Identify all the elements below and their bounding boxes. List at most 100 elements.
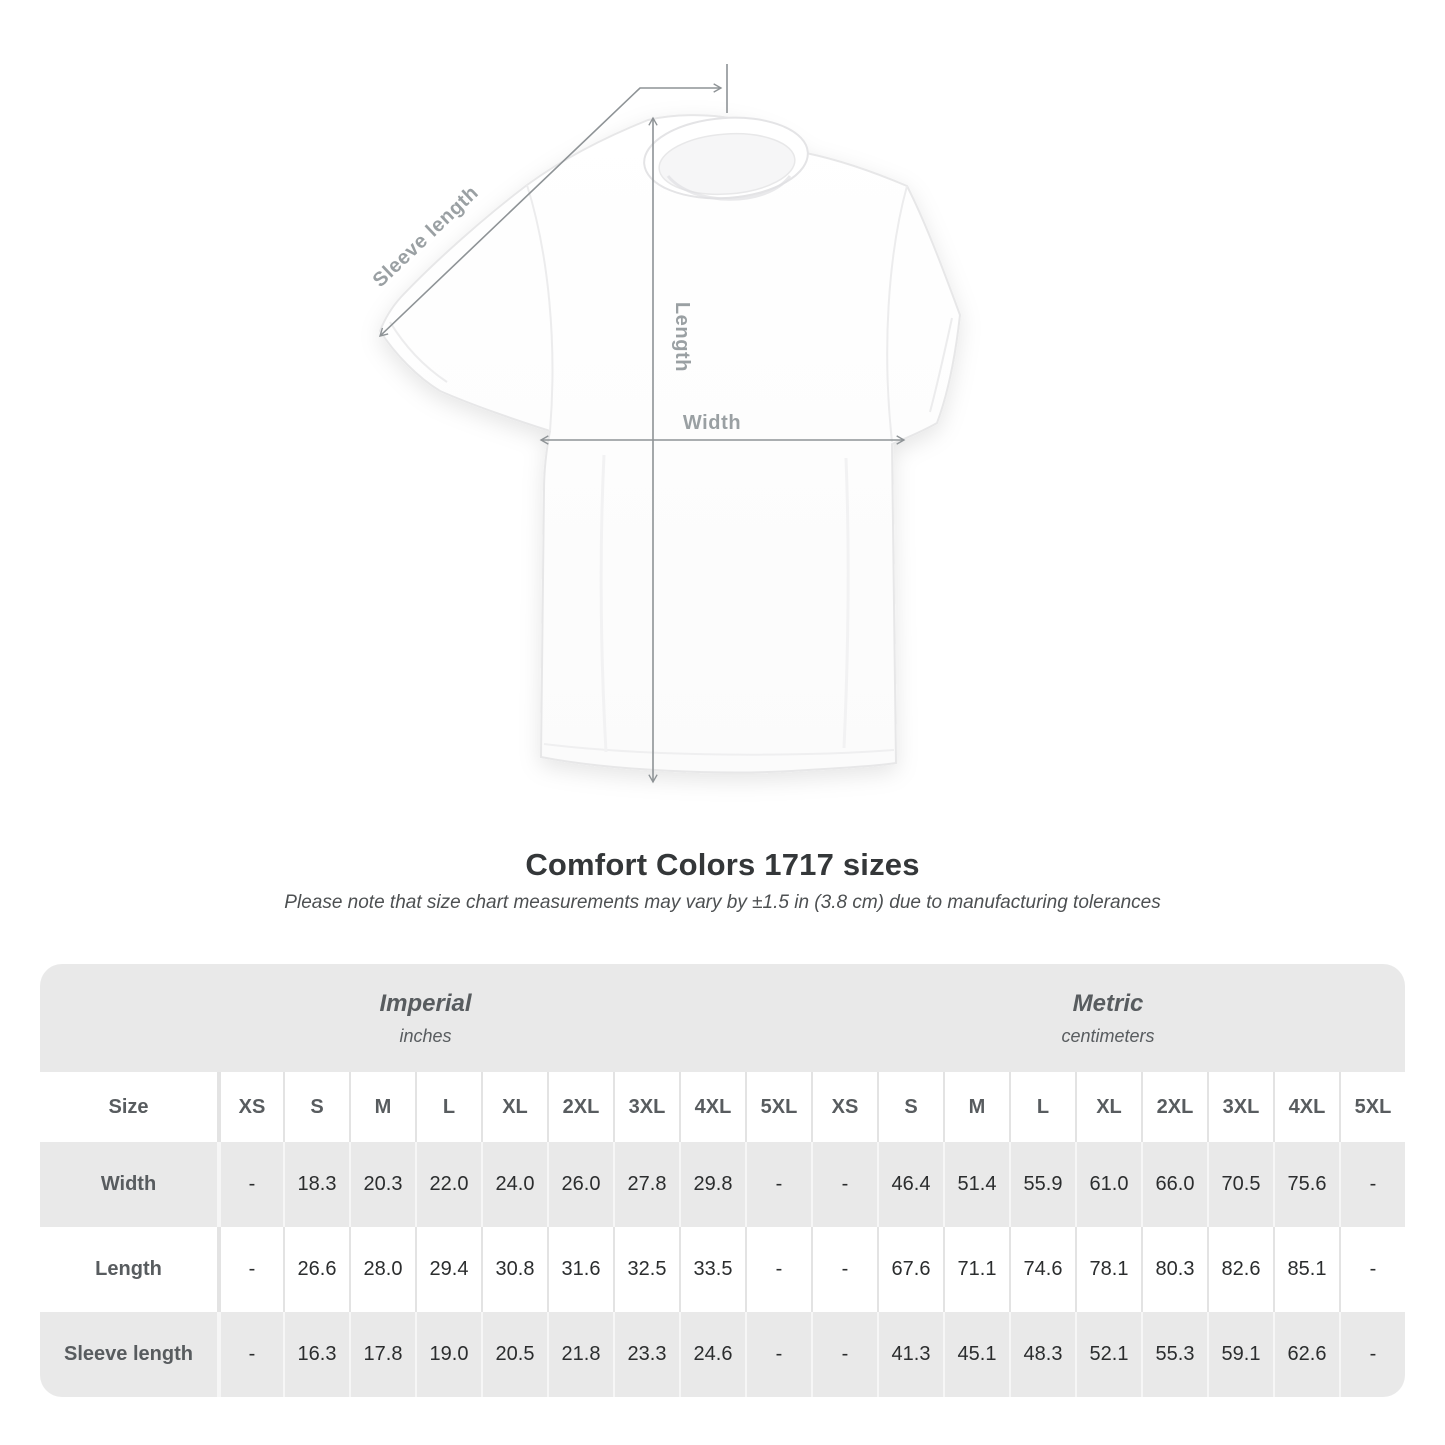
imperial-header: Imperial inches [40,964,811,1072]
metric-value: 66.0 [1141,1142,1207,1227]
size-header-metric-m: M [943,1072,1009,1142]
page-title: Comfort Colors 1717 sizes [525,847,920,882]
imperial-value: 26.6 [283,1227,349,1312]
imperial-value: 17.8 [349,1312,415,1397]
measurement-row: Length -26.6 28.0 29.4 30.8 31.6 32.5 33.5- -67.… [40,1227,1405,1312]
metric-value: 59.1 [1207,1312,1273,1397]
metric-value: 70.5 [1207,1142,1273,1227]
imperial-value: 19.0 [415,1312,481,1397]
measurement-row: Width -18.3 20.3 22.0 24.0 26.0 27.8 29.8- -46.4… [40,1142,1405,1227]
imperial-label: Imperial [379,989,472,1017]
size-header-metric-3xl: 3XL [1207,1072,1273,1142]
length-label: Length [671,302,693,372]
size-header-cell: Size [40,1072,217,1142]
imperial-value: - [745,1142,811,1227]
row-label: Length [40,1227,217,1312]
sleeve-length-arrow [378,83,723,337]
size-header-imperial-xl: XL [481,1072,547,1142]
size-header-metric-2xl: 2XL [1141,1072,1207,1142]
imperial-value: 22.0 [415,1142,481,1227]
width-label: Width [683,412,741,434]
metric-value: 55.9 [1009,1142,1075,1227]
metric-value: 82.6 [1207,1227,1273,1312]
imperial-sublabel: inches [399,1025,452,1046]
metric-value: - [811,1227,877,1312]
row-label: Width [40,1142,217,1227]
tshirt-body [378,114,962,774]
imperial-value: 18.3 [283,1142,349,1227]
right-armhole-seam [886,185,908,443]
imperial-value: - [217,1142,283,1227]
imperial-value: 24.6 [679,1312,745,1397]
imperial-value: 21.8 [547,1312,613,1397]
measurement-row: Sleeve length -16.3 17.8 19.0 20.5 21.8 23.3 24… [40,1312,1405,1397]
metric-value: - [811,1142,877,1227]
imperial-value: 32.5 [613,1227,679,1312]
size-header-metric-5xl: 5XL [1339,1072,1405,1142]
hem-stitch [543,743,895,756]
imperial-value: 31.6 [547,1227,613,1312]
metric-value: 75.6 [1273,1142,1339,1227]
imperial-value: 16.3 [283,1312,349,1397]
imperial-value: - [745,1312,811,1397]
size-header-imperial-5xl: 5XL [745,1072,811,1142]
imperial-value: 20.5 [481,1312,547,1397]
metric-value: 52.1 [1075,1312,1141,1397]
size-header-imperial-m: M [349,1072,415,1142]
metric-value: 67.6 [877,1227,943,1312]
imperial-value: 29.4 [415,1227,481,1312]
metric-value: 48.3 [1009,1312,1075,1397]
metric-value: 46.4 [877,1142,943,1227]
metric-header: Metric centimeters [811,964,1405,1072]
imperial-value: 23.3 [613,1312,679,1397]
right-cuff-stitch [929,317,953,413]
metric-value: - [811,1312,877,1397]
size-header-metric-xs: XS [811,1072,877,1142]
imperial-value: 28.0 [349,1227,415,1312]
imperial-value: 24.0 [481,1142,547,1227]
size-tolerance-note: Please note that size chart measurements… [284,892,1161,913]
size-header-imperial-xs: XS [217,1072,283,1142]
metric-value: 78.1 [1075,1227,1141,1312]
metric-value: 45.1 [943,1312,1009,1397]
metric-label: Metric [1072,989,1144,1017]
metric-value: 51.4 [943,1142,1009,1227]
size-header-imperial-3xl: 3XL [613,1072,679,1142]
metric-value: - [1339,1142,1405,1227]
metric-value: 71.1 [943,1227,1009,1312]
imperial-value: - [217,1227,283,1312]
metric-value: 74.6 [1009,1227,1075,1312]
row-label: Sleeve length [40,1312,217,1397]
size-header-imperial-s: S [283,1072,349,1142]
size-header-metric-4xl: 4XL [1273,1072,1339,1142]
metric-value: 55.3 [1141,1312,1207,1397]
size-header-imperial-4xl: 4XL [679,1072,745,1142]
imperial-value: - [217,1312,283,1397]
size-header-imperial-l: L [415,1072,481,1142]
imperial-value: 20.3 [349,1142,415,1227]
metric-value: 85.1 [1273,1227,1339,1312]
imperial-value: - [745,1227,811,1312]
metric-value: 41.3 [877,1312,943,1397]
imperial-value: 26.0 [547,1142,613,1227]
metric-value: 61.0 [1075,1142,1141,1227]
size-header-imperial-2xl: 2XL [547,1072,613,1142]
body-fold-right [842,457,850,749]
imperial-value: 27.8 [613,1142,679,1227]
size-chart-table: Imperial inches Metric centimeters Size … [40,964,1405,1397]
size-header-metric-xl: XL [1075,1072,1141,1142]
metric-value: - [1339,1312,1405,1397]
body-fold-left [599,454,608,753]
imperial-value: 29.8 [679,1142,745,1227]
unit-header-row: Imperial inches Metric centimeters [40,964,1405,1072]
size-chart-container: Imperial inches Metric centimeters Size … [40,964,1405,1397]
imperial-value: 33.5 [679,1227,745,1312]
metric-value: 80.3 [1141,1227,1207,1312]
tshirt-measurement-diagram: Sleeve length Length Width [369,64,962,784]
metric-sublabel: centimeters [1061,1025,1155,1046]
imperial-value: 30.8 [481,1227,547,1312]
size-header-row: Size XS S M L XL 2XL 3XL 4XL 5XL XS S M L XL 2XL 3XL 4XL… [40,1072,1405,1142]
metric-value: - [1339,1227,1405,1312]
size-header-metric-s: S [877,1072,943,1142]
